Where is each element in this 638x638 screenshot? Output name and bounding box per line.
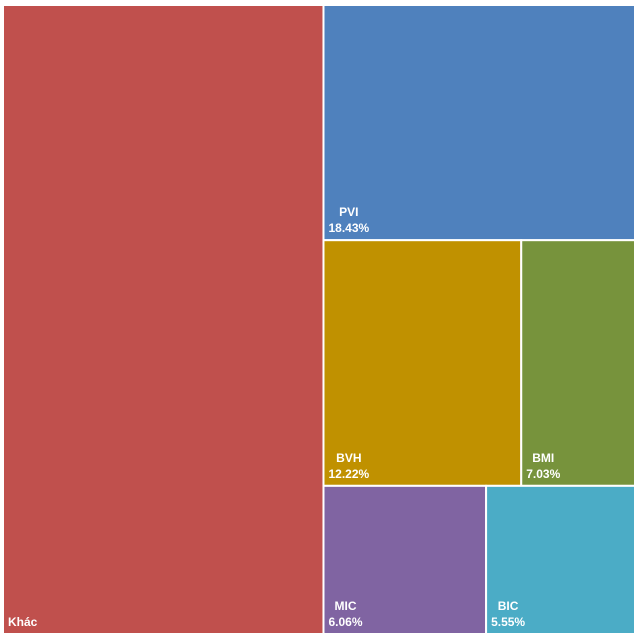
tile-label: BVH — [336, 451, 361, 465]
tile-label: MIC — [335, 599, 357, 613]
value-label: 5.55% — [491, 615, 525, 629]
tile-label: BMI — [532, 451, 554, 465]
value-label: 18.43% — [328, 221, 369, 235]
tile — [322, 484, 488, 636]
tile — [2, 4, 325, 635]
value-label: 12.22% — [328, 467, 369, 481]
value-label: 6.06% — [328, 615, 362, 629]
tile — [485, 484, 636, 636]
tile — [322, 4, 636, 242]
tile-label: PVI — [339, 205, 358, 219]
tile-label: BIC — [498, 599, 519, 613]
tile — [520, 239, 636, 487]
tile-label: Khác — [8, 615, 38, 629]
tile — [322, 239, 523, 487]
value-label: 7.03% — [526, 467, 560, 481]
